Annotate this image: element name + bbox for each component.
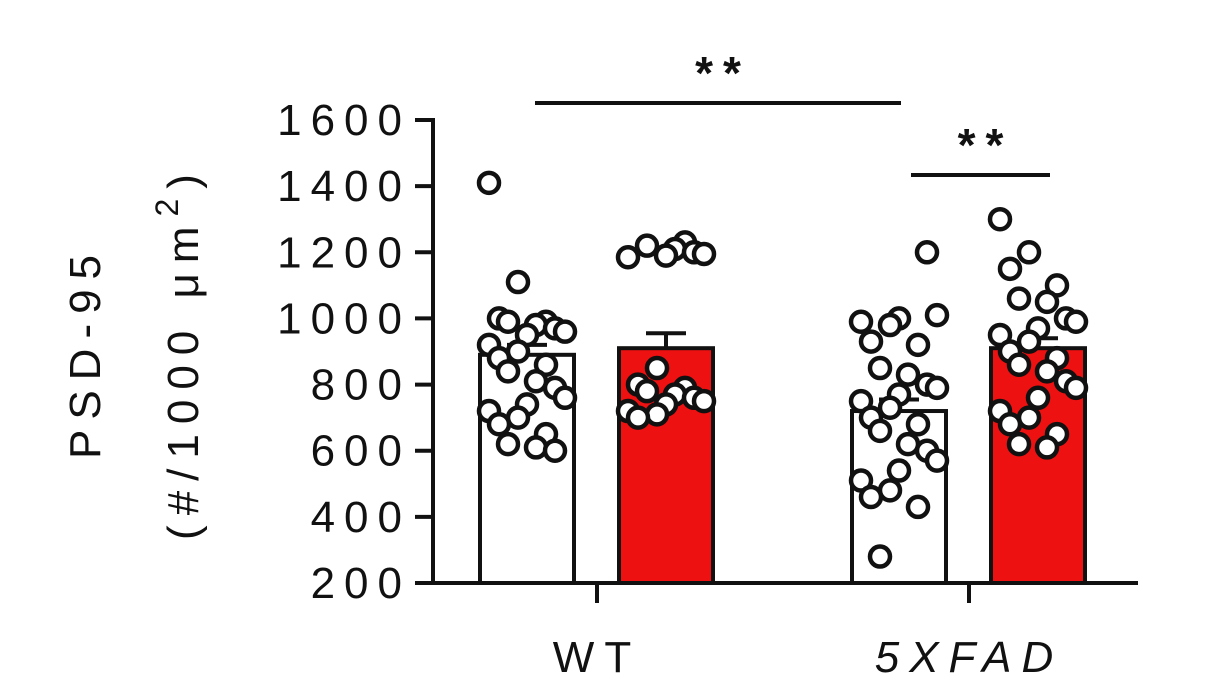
data-point-2-6 bbox=[905, 332, 931, 358]
data-point-2-10 bbox=[924, 375, 950, 401]
y-tick-label-7: 1600 bbox=[277, 96, 411, 145]
data-point-0-23 bbox=[523, 435, 549, 460]
data-point-2-20 bbox=[886, 458, 912, 483]
y-tick-label-0: 200 bbox=[311, 559, 411, 608]
data-point-1-7 bbox=[644, 355, 670, 381]
data-point-3-2 bbox=[997, 256, 1023, 282]
y-axis-label-line2: (#/1000 μm2) bbox=[149, 164, 208, 540]
data-point-2-7 bbox=[867, 355, 893, 381]
y-tick-label-1: 400 bbox=[311, 493, 411, 542]
data-point-1-5 bbox=[653, 243, 679, 268]
data-point-2-23 bbox=[858, 484, 884, 510]
x-category-label-0: WT bbox=[553, 633, 641, 682]
significance-label-1: ** bbox=[958, 119, 1014, 171]
data-point-2-15 bbox=[905, 412, 931, 437]
data-point-3-14 bbox=[1034, 359, 1060, 384]
data-point-1-1 bbox=[634, 233, 660, 258]
data-point-3-1 bbox=[1016, 240, 1042, 265]
data-point-3-0 bbox=[987, 206, 1013, 232]
plot-area: 200 400 600 800 1000 1200 1400 1600 WT 5XFAD ** ** bbox=[277, 47, 1138, 682]
data-point-2-13 bbox=[877, 395, 903, 420]
data-point-2-25 bbox=[867, 544, 893, 569]
data-point-0-22 bbox=[495, 431, 521, 457]
data-point-2-5 bbox=[858, 329, 884, 354]
data-point-1-17 bbox=[625, 405, 651, 430]
data-point-3-23 bbox=[1034, 435, 1060, 460]
data-point-3-16 bbox=[1063, 375, 1089, 401]
data-point-3-22 bbox=[1006, 431, 1032, 457]
data-point-3-5 bbox=[1034, 289, 1060, 315]
data-point-2-0 bbox=[914, 240, 940, 265]
data-point-2-4 bbox=[877, 312, 903, 338]
y-tick-label-6: 1400 bbox=[277, 162, 411, 211]
data-point-2-24 bbox=[905, 494, 931, 520]
data-point-2-16 bbox=[867, 418, 893, 444]
y-axis-unit-suffix: ) bbox=[159, 164, 208, 189]
data-point-1-10 bbox=[634, 378, 660, 404]
data-point-3-17 bbox=[1025, 385, 1051, 411]
y-tick-label-5: 1200 bbox=[277, 228, 411, 277]
y-tick-label-3: 800 bbox=[311, 361, 411, 410]
data-point-0-13 bbox=[495, 359, 521, 384]
y-tick-label-2: 600 bbox=[311, 427, 411, 476]
data-point-2-8 bbox=[895, 362, 921, 387]
data-point-0-4 bbox=[495, 309, 521, 334]
data-point-0-0 bbox=[476, 170, 502, 196]
data-point-0-20 bbox=[486, 412, 512, 437]
data-point-3-20 bbox=[997, 412, 1023, 437]
x-category-label-1: 5XFAD bbox=[875, 633, 1064, 682]
significance-label-0: ** bbox=[695, 47, 751, 99]
y-axis-unit-prefix: (#/1000 μm bbox=[159, 216, 208, 539]
y-axis-label-line1: PSD-95 bbox=[61, 245, 110, 459]
data-point-1-4 bbox=[691, 241, 717, 267]
data-point-2-1 bbox=[924, 302, 950, 328]
data-point-2-3 bbox=[848, 309, 874, 334]
y-tick-label-4: 1000 bbox=[277, 294, 411, 343]
data-point-3-4 bbox=[1006, 286, 1032, 311]
data-point-3-10 bbox=[1016, 329, 1042, 354]
data-point-1-16 bbox=[644, 402, 670, 427]
data-point-0-16 bbox=[552, 385, 578, 411]
data-point-0-24 bbox=[542, 438, 568, 463]
data-point-0-1 bbox=[505, 269, 531, 295]
data-point-1-6 bbox=[615, 244, 641, 270]
data-point-3-13 bbox=[1006, 352, 1032, 377]
data-point-1-13 bbox=[691, 388, 717, 414]
y-axis-unit-superscript: 2 bbox=[149, 189, 185, 217]
data-point-3-7 bbox=[1063, 309, 1089, 334]
data-point-0-7 bbox=[552, 319, 578, 344]
data-point-2-19 bbox=[924, 448, 950, 473]
